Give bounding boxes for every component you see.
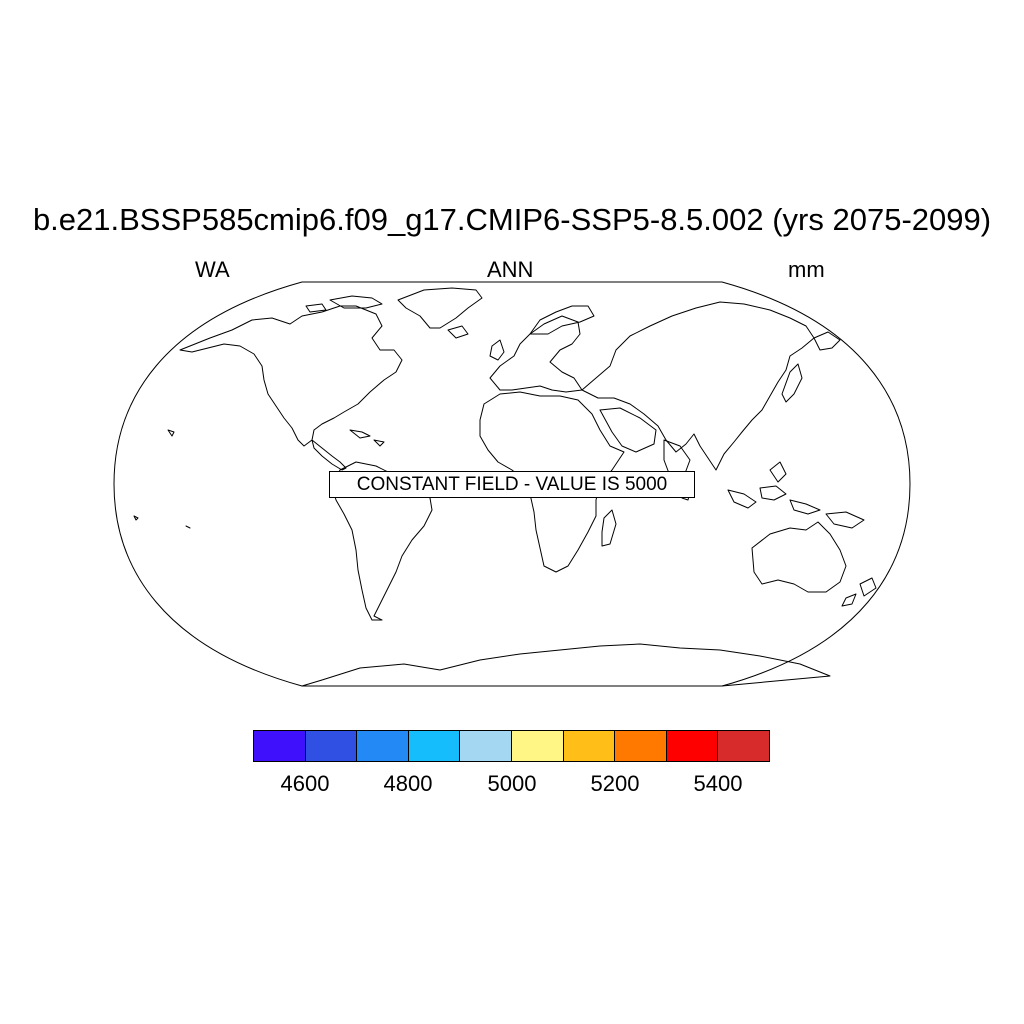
season-label: ANN (487, 257, 534, 282)
coastline-iceland (447, 325, 469, 339)
colorbar-box (718, 731, 769, 761)
coastline-caribbean (349, 429, 385, 447)
plot-title: b.e21.BSSP585cmip6.f09_g17.CMIP6-SSP5-8.… (32, 202, 992, 237)
units-label: mm (788, 257, 825, 282)
variable-label: WA (195, 257, 230, 282)
colorbar-label: 5000 (487, 771, 537, 796)
coastline-antarctica (301, 643, 831, 687)
colorbar-box (408, 731, 461, 761)
colorbar-label: 4600 (280, 771, 330, 796)
coastline-hawaii (167, 429, 175, 437)
coastline-british-isles (489, 339, 505, 361)
coastline-scandinavia (529, 305, 595, 335)
colorbar-box (511, 731, 564, 761)
colorbar-box (254, 731, 306, 761)
coastline-japan (781, 363, 803, 403)
coastline-north-america (179, 305, 403, 447)
constant-field-annotation: CONSTANT FIELD - VALUE IS 5000 (329, 471, 695, 498)
colorbar-box (460, 731, 512, 761)
coastline-australia (751, 521, 847, 593)
coastline-madagascar (601, 509, 617, 547)
colorbar-box (305, 731, 358, 761)
colorbar-box (615, 731, 667, 761)
coastline-africa (479, 391, 625, 573)
coastline-europe (489, 315, 583, 393)
coastline-arctic-islands (305, 295, 383, 313)
coastline-sea-islands (727, 461, 821, 515)
coastline-pacific-islands (133, 515, 191, 529)
colorbar-label: 5400 (693, 771, 743, 796)
colorbar-box (563, 731, 616, 761)
colorbar-box (666, 731, 719, 761)
colorbar-label: 4800 (383, 771, 433, 796)
coastline-greenland (397, 287, 483, 329)
coastline-arabia (599, 407, 657, 453)
coastline-central-america (311, 439, 347, 471)
colorbar (253, 730, 770, 762)
coastline-far-east (813, 331, 841, 351)
colorbar-label: 5200 (590, 771, 640, 796)
coastline-new-zealand (841, 577, 877, 607)
coastline-new-guinea (825, 511, 865, 529)
colorbar-box (357, 731, 409, 761)
coastline-asia (581, 301, 815, 471)
